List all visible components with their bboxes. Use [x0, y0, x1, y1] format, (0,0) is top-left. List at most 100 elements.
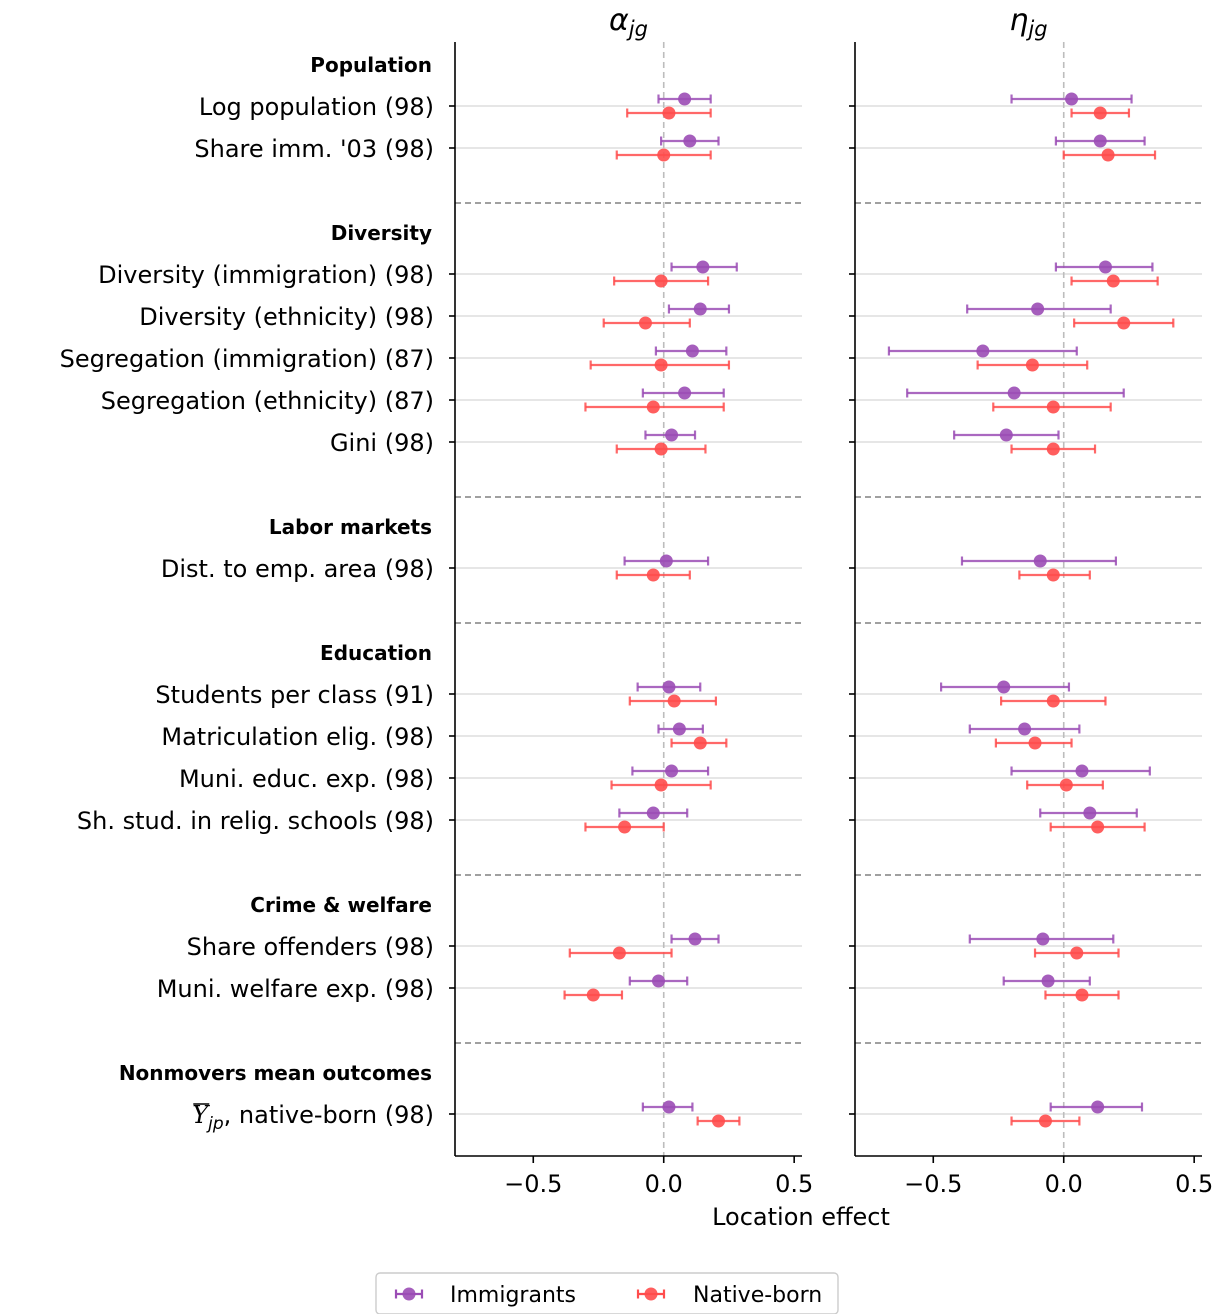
- point-estimate: [683, 134, 697, 148]
- point-estimate: [659, 554, 673, 568]
- point-estimate: [1101, 148, 1115, 162]
- point-estimate: [1059, 778, 1073, 792]
- point-estimate: [678, 92, 692, 106]
- point-estimate: [997, 680, 1011, 694]
- point-estimate: [688, 932, 702, 946]
- row-label: Share imm. '03 (98): [194, 135, 434, 163]
- row-label-text: , native-born (98): [224, 1101, 434, 1129]
- x-axis-label: Location effect: [712, 1203, 890, 1231]
- point-estimate: [1046, 442, 1060, 456]
- legend-label: Native-born: [693, 1283, 822, 1308]
- point-estimate: [662, 680, 676, 694]
- point-estimate: [657, 148, 671, 162]
- row-label-math-base: Y: [192, 1101, 210, 1129]
- point-estimate: [667, 694, 681, 708]
- point-estimate: [1093, 134, 1107, 148]
- panel-title-subscript: jg: [626, 17, 648, 41]
- point-estimate: [646, 568, 660, 582]
- panel-title-subscript: jg: [1025, 17, 1047, 41]
- row-label: Muni. educ. exp. (98): [179, 765, 434, 793]
- panel-title: αjg: [609, 3, 648, 41]
- point-estimate: [1038, 1114, 1052, 1128]
- row-label: Yjp, native-born (98): [192, 1101, 434, 1134]
- point-estimate: [665, 764, 679, 778]
- point-estimate: [638, 316, 652, 330]
- point-estimate: [1075, 764, 1089, 778]
- point-estimate: [1018, 722, 1032, 736]
- point-estimate: [1070, 946, 1084, 960]
- point-estimate: [693, 736, 707, 750]
- point-estimate: [646, 806, 660, 820]
- point-estimate: [665, 428, 679, 442]
- group-header: Diversity: [331, 221, 432, 245]
- point-estimate: [1041, 974, 1055, 988]
- point-estimate: [1025, 358, 1039, 372]
- point-estimate: [646, 400, 660, 414]
- row-label: Muni. welfare exp. (98): [157, 975, 434, 1003]
- point-estimate: [1036, 932, 1050, 946]
- point-estimate: [1031, 302, 1045, 316]
- group-header: Population: [310, 53, 432, 77]
- point-estimate: [1033, 554, 1047, 568]
- point-estimate: [685, 344, 699, 358]
- row-label-math-subscript: jp: [206, 1114, 224, 1134]
- point-estimate: [654, 778, 668, 792]
- point-estimate: [1093, 106, 1107, 120]
- point-estimate: [1007, 386, 1021, 400]
- point-estimate: [1098, 260, 1112, 274]
- row-label: Sh. stud. in relig. schools (98): [77, 807, 434, 835]
- row-label: Gini (98): [330, 429, 434, 457]
- panel-title: ηjg: [1009, 3, 1047, 41]
- point-estimate: [662, 106, 676, 120]
- x-tick-label: −0.5: [504, 1170, 562, 1198]
- point-estimate: [1117, 316, 1131, 330]
- point-estimate: [1046, 694, 1060, 708]
- row-label: Diversity (immigration) (98): [98, 261, 434, 289]
- x-tick-label: 0.5: [775, 1170, 813, 1198]
- legend-swatch-marker: [644, 1287, 658, 1301]
- x-tick-label: 0.0: [1045, 1170, 1083, 1198]
- point-estimate: [654, 274, 668, 288]
- x-tick-label: −0.5: [904, 1170, 962, 1198]
- row-label: Share offenders (98): [187, 933, 434, 961]
- legend-label: Immigrants: [450, 1283, 576, 1308]
- point-estimate: [999, 428, 1013, 442]
- point-estimate: [696, 260, 710, 274]
- point-estimate: [612, 946, 626, 960]
- point-estimate: [693, 302, 707, 316]
- point-estimate: [1028, 736, 1042, 750]
- point-estimate: [1106, 274, 1120, 288]
- group-header: Labor markets: [269, 515, 432, 539]
- legend-box: [375, 1272, 839, 1314]
- point-estimate: [976, 344, 990, 358]
- point-estimate: [1046, 568, 1060, 582]
- point-estimate: [1083, 806, 1097, 820]
- x-tick-label: 0.0: [645, 1170, 683, 1198]
- row-label: Log population (98): [199, 93, 434, 121]
- point-estimate: [678, 386, 692, 400]
- point-estimate: [1075, 988, 1089, 1002]
- point-estimate: [1065, 92, 1079, 106]
- point-estimate: [662, 1100, 676, 1114]
- row-label: Students per class (91): [155, 681, 434, 709]
- group-header: Crime & welfare: [250, 893, 432, 917]
- point-estimate: [654, 358, 668, 372]
- group-header: Education: [320, 641, 432, 665]
- point-estimate: [672, 722, 686, 736]
- point-estimate: [1091, 820, 1105, 834]
- point-estimate: [618, 820, 632, 834]
- x-tick-label: 0.5: [1175, 1170, 1213, 1198]
- legend-swatch-marker: [402, 1287, 416, 1301]
- point-estimate: [586, 988, 600, 1002]
- row-label: Segregation (ethnicity) (87): [101, 387, 434, 415]
- point-estimate: [1046, 400, 1060, 414]
- point-estimate: [654, 442, 668, 456]
- row-label: Segregation (immigration) (87): [60, 345, 434, 373]
- point-estimate: [712, 1114, 726, 1128]
- row-label: Matriculation elig. (98): [161, 723, 434, 751]
- point-estimate: [652, 974, 666, 988]
- group-header: Nonmovers mean outcomes: [119, 1061, 432, 1085]
- row-label: Dist. to emp. area (98): [161, 555, 434, 583]
- point-estimate: [1091, 1100, 1105, 1114]
